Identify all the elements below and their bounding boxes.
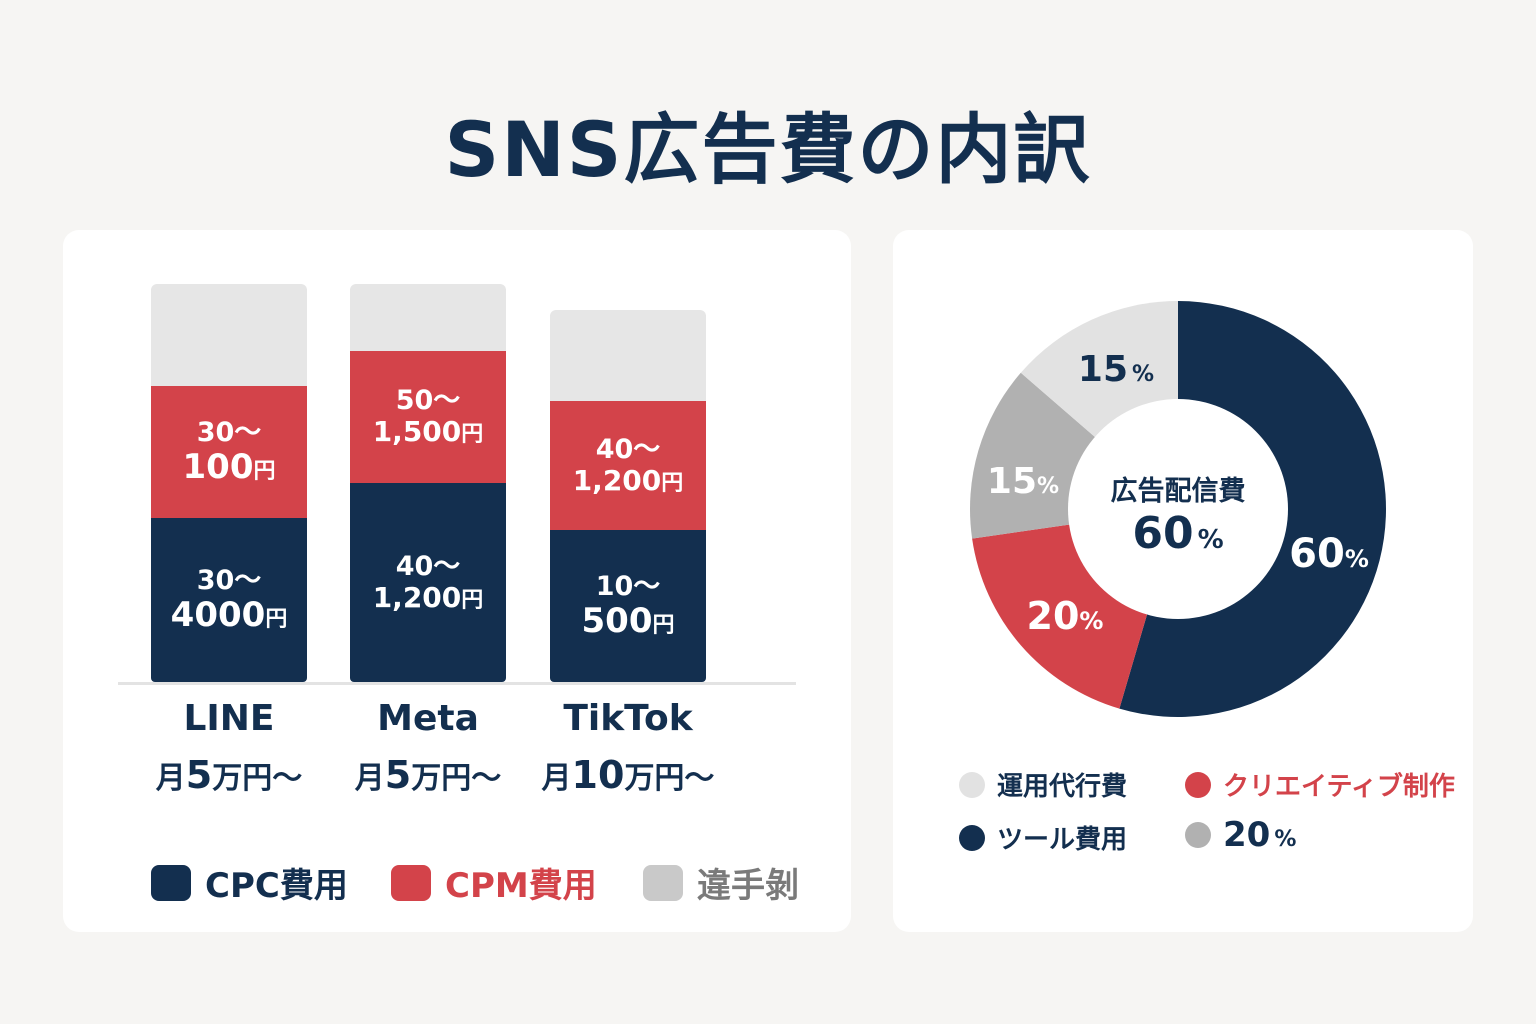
donut-hole bbox=[1068, 399, 1288, 619]
legend-label: 違手剝 bbox=[697, 866, 799, 906]
bar-tiktok-cpc: 10～ 500円 bbox=[550, 530, 706, 682]
x-axis-baseline bbox=[118, 682, 796, 685]
legend-swatch bbox=[959, 771, 985, 798]
legend-label: 20 bbox=[1223, 815, 1271, 855]
legend-label: CPM費用 bbox=[445, 866, 597, 906]
bar-line-cpc-label-top: 30～ bbox=[196, 564, 262, 596]
category-price: 月10万円～ bbox=[541, 753, 715, 797]
page-title: SNS広告費の内訳 bbox=[444, 105, 1092, 194]
bar-tiktok-cpc-label-bottom: 500円 bbox=[581, 600, 675, 641]
bar-line-cpm: 30～ 100円 bbox=[151, 386, 307, 518]
legend-item-other: 違手剝 bbox=[643, 858, 799, 907]
legend-item-cpc: CPC費用 bbox=[151, 858, 348, 907]
slice-label-ops: 15% bbox=[1078, 349, 1154, 390]
donut-chart: 広告配信費 60% 60% 20% 15% 15% bbox=[970, 301, 1386, 717]
slice-label-cpc: 60% bbox=[1289, 531, 1369, 577]
legend-label: ツール費用 bbox=[997, 825, 1128, 855]
category-line: LINE 月5万円～ bbox=[119, 698, 339, 797]
legend-label: クリエイティブ制作 bbox=[1223, 772, 1455, 802]
category-name: Meta bbox=[377, 698, 479, 739]
slice-label-creative: 20% bbox=[1027, 594, 1104, 638]
bar-meta-cpc-label-top: 40～ bbox=[395, 550, 461, 582]
bar-tiktok-cpm-label-bottom: 1,200円 bbox=[572, 463, 684, 497]
bar-tiktok-cpm-label-top: 40～ bbox=[595, 433, 661, 465]
bar-meta-cpc: 40～ 1,200円 bbox=[350, 483, 506, 682]
legend-swatch bbox=[1185, 771, 1211, 798]
bar-line-cpc: 30～ 4000円 bbox=[151, 518, 307, 682]
category-price: 月5万円～ bbox=[354, 753, 502, 797]
slice-label-tool: 15% bbox=[987, 461, 1059, 502]
legend-swatch bbox=[391, 864, 431, 901]
category-tiktok: TikTok 月10万円～ bbox=[518, 698, 738, 797]
legend-label: 運用代行費 bbox=[997, 772, 1128, 802]
legend-label-suffix: % bbox=[1274, 826, 1297, 852]
category-price: 月5万円～ bbox=[155, 753, 303, 797]
bar-meta-other bbox=[350, 284, 506, 351]
bar-line-cpm-label-bottom: 100円 bbox=[182, 446, 276, 487]
legend-swatch bbox=[1185, 822, 1211, 848]
bar-meta-cpc-label-bottom: 1,200円 bbox=[372, 580, 484, 614]
bar-line-cpm-label-top: 30～ bbox=[196, 416, 262, 448]
bar-line-cpc-label-bottom: 4000円 bbox=[170, 594, 288, 635]
category-meta: Meta 月5万円～ bbox=[318, 698, 538, 797]
bar-tiktok-cpc-label-top: 10～ bbox=[595, 570, 661, 602]
category-name: TikTok bbox=[563, 698, 693, 739]
category-name: LINE bbox=[183, 698, 275, 739]
legend-label: CPC費用 bbox=[205, 866, 348, 906]
legend-swatch bbox=[959, 824, 985, 851]
donut-legend-creative: クリエイティブ制作 bbox=[1185, 766, 1455, 803]
donut-center-value: 60% bbox=[1132, 508, 1223, 559]
bar-tiktok-other bbox=[550, 310, 706, 401]
donut-legend-pct: 20% bbox=[1185, 815, 1296, 855]
legend-swatch bbox=[643, 864, 683, 901]
donut-legend-tool: ツール費用 bbox=[959, 819, 1127, 856]
legend-swatch bbox=[151, 864, 191, 901]
legend-item-cpm: CPM費用 bbox=[391, 858, 597, 907]
bar-meta-cpm-label-bottom: 1,500円 bbox=[372, 415, 484, 449]
bar-tiktok-cpm: 40～ 1,200円 bbox=[550, 401, 706, 530]
bar-meta-cpm: 50～ 1,500円 bbox=[350, 351, 506, 483]
bar-line-other bbox=[151, 284, 307, 386]
donut-center-label: 広告配信費 bbox=[1111, 475, 1246, 507]
bar-meta-cpm-label-top: 50～ bbox=[395, 385, 461, 417]
donut-legend-ops: 運用代行費 bbox=[959, 766, 1127, 803]
donut-chart-card: 広告配信費 60% 60% 20% 15% 15% 運用代行費 クリエイティブ制… bbox=[893, 230, 1473, 932]
bar-chart-card: 30～ 100円 30～ 4000円 50～ 1,500円 40～ 1,200円… bbox=[63, 230, 851, 932]
